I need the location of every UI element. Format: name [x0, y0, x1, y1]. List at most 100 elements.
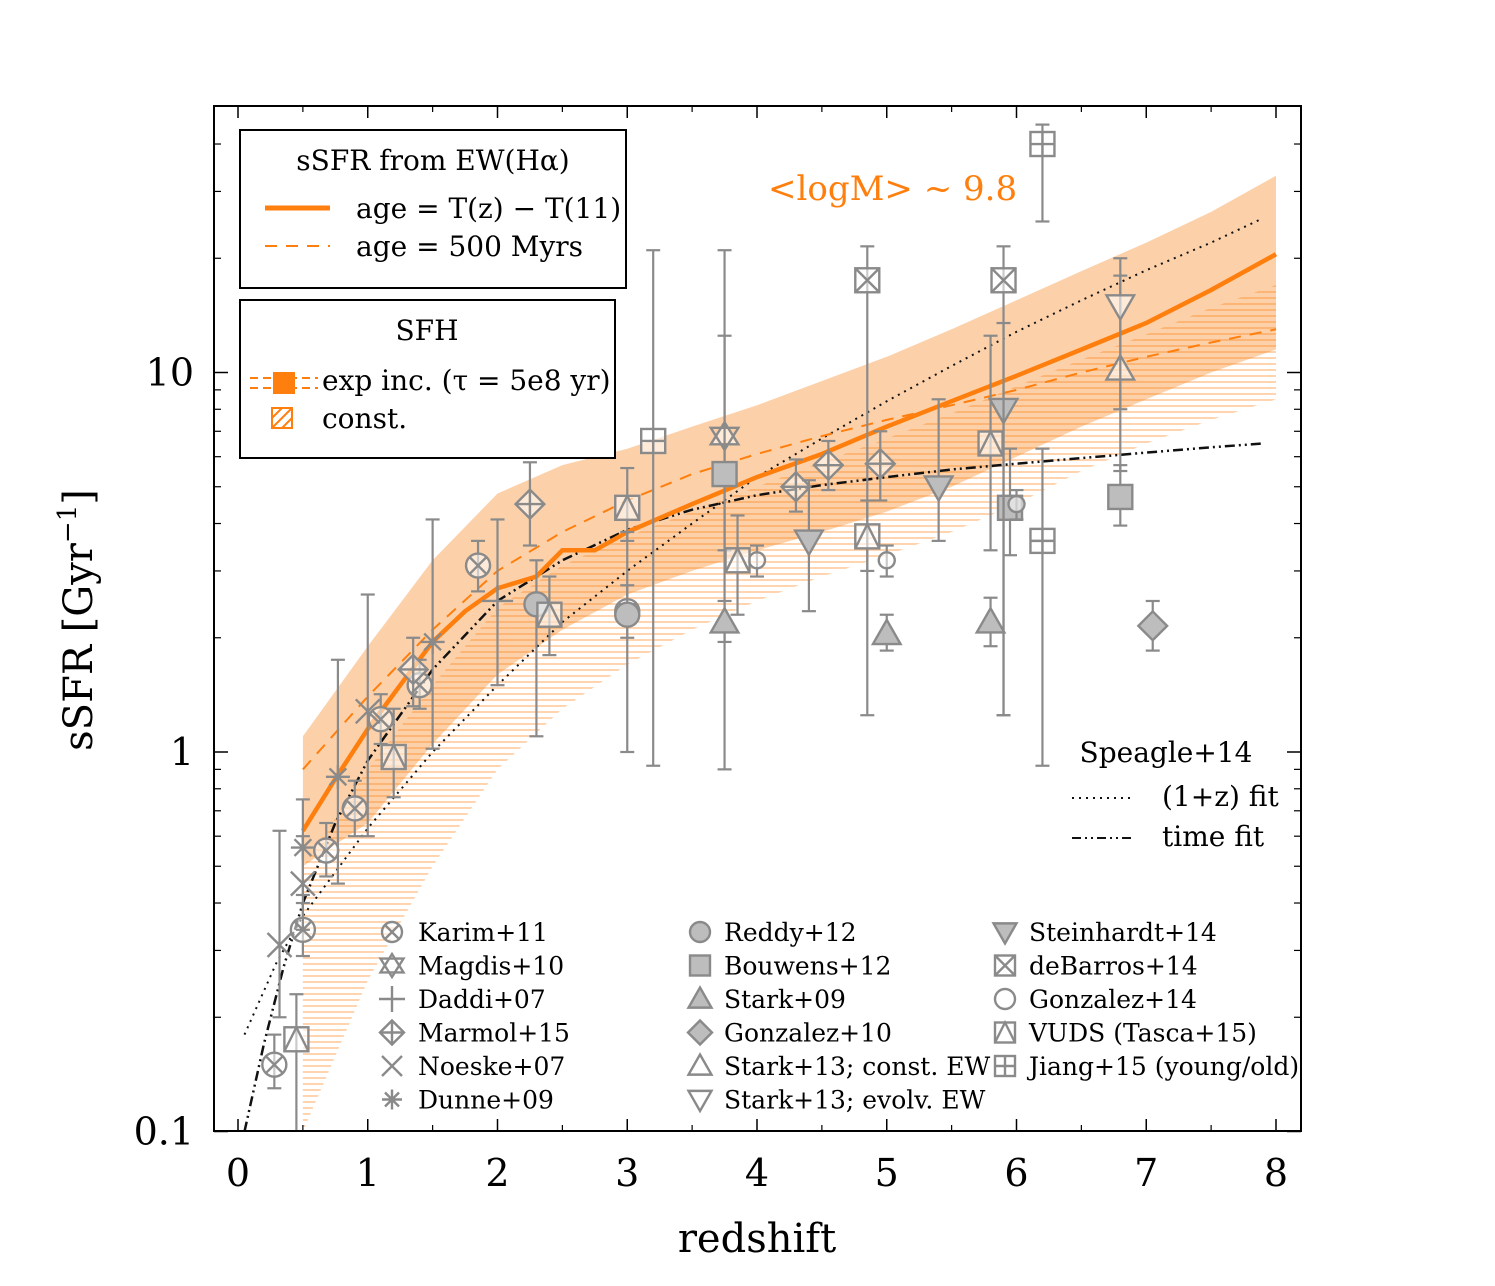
legend-entry-jiang-15-young-old-: Jiang+15 (young/old) [993, 1052, 1299, 1081]
legend-marker [381, 1055, 403, 1077]
legend-marker [686, 1052, 714, 1076]
legend-entry-dunne-09: Dunne+09 [382, 1086, 554, 1115]
legend-entry-gonzalez-14: Gonzalez+14 [993, 985, 1197, 1014]
legend-marker [378, 1018, 406, 1047]
x-tick-label: 3 [615, 1151, 639, 1195]
x-axis-label: redshift [678, 1216, 836, 1262]
legend-marker [688, 954, 712, 977]
legend-ew-box: sSFR from EW(Hα) age = T(z) − T(11) age … [239, 129, 627, 289]
legend-speagle-entry-2: time fit [1162, 820, 1265, 853]
data-point [711, 460, 738, 488]
legend-sfh-entry-1: exp inc. (τ = 5e8 yr) [322, 364, 611, 397]
data-point [536, 600, 563, 628]
legend-label: Stark+13; const. EW [724, 1052, 990, 1081]
legend-entry-stark-13-evolv-ew: Stark+13; evolv. EW [686, 1086, 986, 1115]
data-point [367, 706, 394, 733]
legend-label: Reddy+12 [724, 918, 857, 947]
legend-label: Noeske+07 [418, 1052, 565, 1081]
legend-marker [688, 920, 712, 944]
data-point [341, 795, 368, 822]
legend-marker [686, 985, 714, 1009]
x-tick-label: 1 [356, 1151, 380, 1195]
legend-sfh-box: SFH exp inc. (τ = 5e8 yr) const. [239, 299, 616, 459]
data-point [977, 428, 1004, 457]
legend-sfh-title: SFH [395, 314, 458, 347]
legend-entry-karim-11: Karim+11 [380, 918, 548, 947]
legend-marker [993, 954, 1017, 977]
data-point [870, 617, 903, 646]
legend-entry-bouwens-12: Bouwens+12 [688, 952, 891, 981]
legend-speagle-entry-1: (1+z) fit [1162, 780, 1279, 813]
legend-entry-daddi-07: Daddi+07 [379, 985, 546, 1014]
legend-entry-steinhardt-14: Steinhardt+14 [991, 918, 1217, 947]
data-point [1007, 494, 1026, 514]
legend-marker [993, 1054, 1017, 1078]
x-tick-label: 8 [1264, 1151, 1288, 1195]
legend-sfh-hatch-lines [271, 407, 293, 429]
series-dunne-09 [290, 518, 445, 897]
data-point [464, 552, 492, 579]
legend-sfh-exp-square [273, 372, 295, 394]
legend-label: deBarros+14 [1029, 952, 1198, 981]
x-tick-label: 7 [1134, 1151, 1158, 1195]
legend-marker [993, 987, 1017, 1011]
series-stark-13-evolv-ew [1104, 257, 1137, 411]
data-point [354, 698, 381, 725]
legend-label: Bouwens+12 [724, 952, 891, 981]
data-point [708, 605, 741, 634]
legend-ew-entry-1: age = T(z) − T(11) [356, 192, 621, 225]
data-point [1136, 609, 1169, 642]
x-tick-label: 4 [745, 1151, 769, 1195]
data-point [513, 488, 547, 521]
x-tick-label: 0 [226, 1151, 250, 1195]
data-point [266, 932, 293, 958]
series-bouwens-12 [711, 249, 1134, 771]
y-axis-label: sSFR [Gyr−1] [53, 489, 102, 751]
legend-label: Stark+13; evolv. EW [724, 1086, 986, 1115]
series-marmol-15 [397, 430, 897, 708]
series-stark-09 [708, 596, 1007, 652]
legend-entry-gonzalez-10: Gonzalez+10 [686, 1018, 892, 1048]
legend-label: Dunne+09 [418, 1086, 554, 1115]
data-point [793, 529, 825, 558]
legend-entry-marmol-15: Marmol+15 [378, 1018, 570, 1048]
data-point [854, 267, 881, 294]
legend-sfh-entry-2: const. [322, 402, 407, 435]
y-tick-label: 0.1 [134, 1110, 194, 1154]
data-point [854, 521, 881, 550]
x-tick-label: 6 [1004, 1151, 1028, 1195]
data-point [974, 605, 1007, 634]
y-tick-label: 10 [146, 351, 194, 395]
data-point [1029, 130, 1056, 158]
legend-entry-vuds-tasca-15-: VUDS (Tasca+15) [993, 1019, 1257, 1048]
data-point [922, 475, 955, 503]
data-point [397, 653, 430, 686]
series-gonzalez-10 [1136, 599, 1169, 652]
data-point [812, 449, 845, 482]
legend-label: Gonzalez+10 [724, 1019, 892, 1048]
legend-label: Magdis+10 [418, 952, 564, 981]
data-point [420, 629, 445, 654]
series-debarros-14 [854, 245, 1017, 717]
legend-marker [686, 1018, 714, 1047]
data-point [325, 764, 350, 789]
legend-label: Jiang+15 (young/old) [1026, 1052, 1299, 1081]
legend-speagle: Speagle+14 (1+z) fit time fit [1072, 736, 1279, 853]
literature-legend: Karim+11 Magdis+10 Daddi+07 Marmol+15 Noeske… [378, 918, 1299, 1115]
data-point [380, 742, 407, 771]
data-point [724, 545, 751, 574]
legend-label: VUDS (Tasca+15) [1028, 1019, 1257, 1048]
series-gonzalez-14 [747, 488, 1026, 578]
data-point [481, 585, 514, 617]
legend-marker [378, 951, 406, 980]
data-point [614, 601, 641, 628]
legend-entry-stark-09: Stark+09 [686, 985, 846, 1014]
data-point [1029, 527, 1056, 555]
legend-speagle-title: Speagle+14 [1080, 736, 1253, 769]
y-tick-label: 1 [170, 730, 194, 774]
legend-label: Karim+11 [418, 918, 548, 947]
data-point [290, 835, 315, 860]
data-point [261, 1051, 288, 1078]
legend-entry-reddy-12: Reddy+12 [688, 918, 857, 947]
